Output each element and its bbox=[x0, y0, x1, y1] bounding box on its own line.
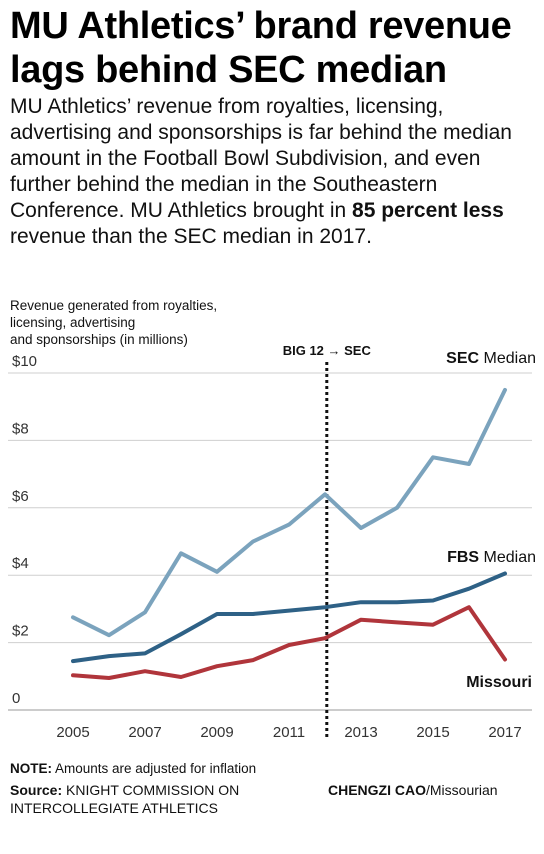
x-tick-label: 2005 bbox=[56, 724, 89, 741]
series-line-0 bbox=[71, 387, 507, 638]
annotation-label: BIG 12 → SEC bbox=[283, 343, 372, 358]
y-tick-label: $10 bbox=[12, 353, 37, 370]
subtitle-text-end: revenue than the SEC median in 2017. bbox=[10, 225, 372, 248]
author-name: CHENGZI CAO bbox=[328, 782, 426, 798]
source-credit: Source: KNIGHT COMMISSION ON INTERCOLLEG… bbox=[10, 781, 330, 817]
subtitle-emphasis: 85 percent less bbox=[352, 199, 504, 222]
x-tick-label: 2011 bbox=[273, 724, 305, 741]
x-tick-label: 2017 bbox=[488, 724, 521, 741]
subtitle-text-start: MU Athletics’ revenue from royalties, li… bbox=[10, 95, 512, 222]
source-text: KNIGHT COMMISSION ON INTERCOLLEGIATE ATH… bbox=[10, 782, 240, 816]
y-tick-labels: 0 $2 $4 $6 $8 $10 bbox=[12, 353, 37, 707]
x-tick-label: 2015 bbox=[416, 724, 449, 741]
y-axis-label: Revenue generated from royalties, licens… bbox=[10, 298, 218, 347]
series-name-rest: Median bbox=[479, 549, 536, 566]
series-name-rest: Median bbox=[479, 350, 536, 367]
chart-title: MU Athletics’ brand revenue lags behind … bbox=[10, 5, 512, 91]
series-line-2 bbox=[71, 605, 507, 680]
y-tick-label: $4 bbox=[12, 555, 29, 572]
series-name-label: FBS Median bbox=[447, 549, 536, 566]
footnote: NOTE: Amounts are adjusted for inflation bbox=[10, 760, 256, 777]
annotation-from: BIG 12 bbox=[283, 343, 328, 358]
source-label: Source: bbox=[10, 782, 63, 798]
gridlines bbox=[8, 372, 532, 711]
x-tick-label: 2007 bbox=[128, 724, 161, 741]
arrow-icon: → bbox=[328, 343, 341, 358]
series-name-bold: Missouri bbox=[466, 674, 532, 691]
author-credit: CHENGZI CAO/Missourian bbox=[328, 781, 498, 799]
y-tick-label: $2 bbox=[12, 623, 29, 640]
series-lines bbox=[71, 387, 507, 680]
chart-subtitle: MU Athletics’ revenue from royalties, li… bbox=[10, 94, 538, 250]
annotation-to: SEC bbox=[341, 343, 372, 358]
annotation-group: BIG 12 → SEC bbox=[283, 343, 372, 737]
series-line-1 bbox=[71, 571, 507, 664]
y-tick-label: $8 bbox=[12, 420, 29, 437]
note-text: Amounts are adjusted for inflation bbox=[52, 761, 257, 776]
y-tick-label: 0 bbox=[12, 690, 20, 707]
x-tick-label: 2013 bbox=[344, 724, 377, 741]
x-tick-labels: 2005 2007 2009 2011 2013 2015 2017 bbox=[56, 724, 521, 741]
series-name-label: SEC Median bbox=[446, 350, 536, 367]
note-label: NOTE: bbox=[10, 761, 52, 776]
x-tick-label: 2009 bbox=[200, 724, 233, 741]
series-name-label: Missouri bbox=[466, 674, 532, 691]
author-org: /Missourian bbox=[426, 782, 498, 798]
series-name-bold: FBS bbox=[447, 549, 479, 566]
series-name-bold: SEC bbox=[446, 350, 479, 367]
y-tick-label: $6 bbox=[12, 488, 29, 505]
